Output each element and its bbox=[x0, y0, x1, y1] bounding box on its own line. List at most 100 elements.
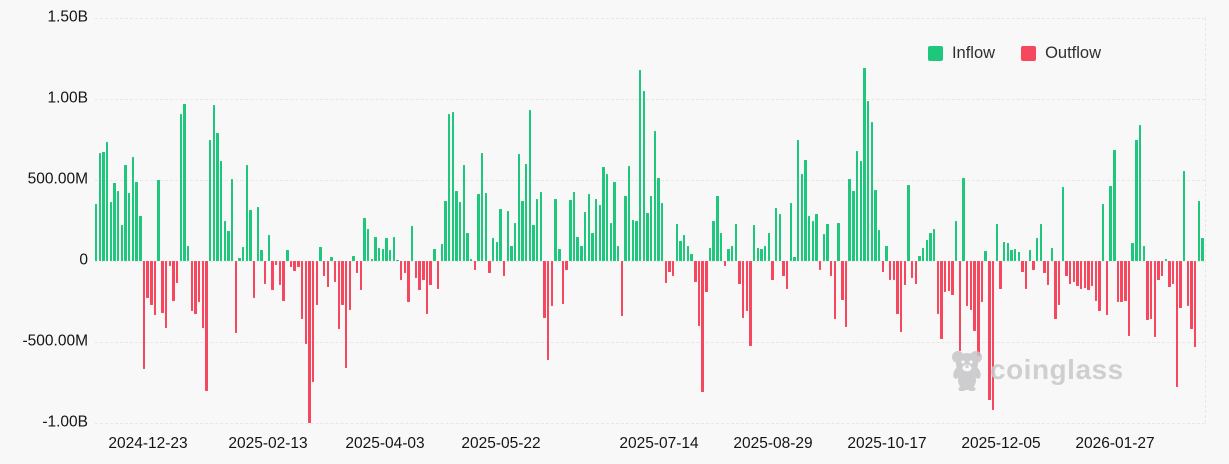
inflow-bar[interactable] bbox=[106, 141, 109, 261]
outflow-bar[interactable] bbox=[738, 261, 741, 284]
outflow-bar[interactable] bbox=[844, 261, 848, 328]
inflow-bar[interactable] bbox=[642, 90, 646, 261]
inflow-bar[interactable] bbox=[477, 193, 480, 261]
inflow-bar[interactable] bbox=[157, 180, 160, 261]
outflow-bar[interactable] bbox=[749, 261, 752, 347]
outflow-bar[interactable] bbox=[892, 261, 895, 280]
outflow-bar[interactable] bbox=[1157, 261, 1160, 281]
inflow-bar[interactable] bbox=[1109, 185, 1112, 261]
inflow-bar[interactable] bbox=[1035, 237, 1039, 261]
inflow-bar[interactable] bbox=[245, 165, 249, 261]
outflow-bar[interactable] bbox=[146, 261, 149, 299]
inflow-bar[interactable] bbox=[124, 164, 127, 261]
inflow-bar[interactable] bbox=[734, 223, 737, 261]
outflow-bar[interactable] bbox=[940, 261, 943, 339]
outflow-bar[interactable] bbox=[1116, 261, 1120, 302]
inflow-bar[interactable] bbox=[763, 246, 767, 261]
outflow-bar[interactable] bbox=[1149, 261, 1153, 319]
outflow-bar[interactable] bbox=[282, 261, 285, 301]
inflow-bar[interactable] bbox=[609, 222, 612, 261]
outflow-bar[interactable] bbox=[999, 261, 1002, 290]
inflow-bar[interactable] bbox=[925, 239, 929, 261]
outflow-bar[interactable] bbox=[1190, 261, 1193, 330]
outflow-bar[interactable] bbox=[899, 261, 903, 333]
inflow-bar[interactable] bbox=[730, 245, 734, 261]
inflow-bar[interactable] bbox=[260, 250, 263, 261]
inflow-bar[interactable] bbox=[521, 201, 524, 261]
inflow-bar[interactable] bbox=[653, 130, 657, 261]
outflow-bar[interactable] bbox=[333, 261, 337, 283]
inflow-bar[interactable] bbox=[1138, 124, 1142, 261]
inflow-bar[interactable] bbox=[1061, 187, 1065, 261]
inflow-bar[interactable] bbox=[675, 223, 679, 261]
inflow-bar[interactable] bbox=[1028, 250, 1031, 261]
outflow-bar[interactable] bbox=[150, 261, 153, 305]
inflow-bar[interactable] bbox=[583, 212, 587, 261]
outflow-bar[interactable] bbox=[561, 261, 565, 304]
outflow-bar[interactable] bbox=[168, 261, 171, 266]
outflow-bar[interactable] bbox=[271, 261, 274, 291]
outflow-bar[interactable] bbox=[1127, 261, 1131, 337]
inflow-bar[interactable] bbox=[411, 226, 414, 261]
outflow-bar[interactable] bbox=[1153, 261, 1156, 338]
outflow-bar[interactable] bbox=[201, 261, 204, 329]
inflow-bar[interactable] bbox=[208, 140, 212, 261]
inflow-bar[interactable] bbox=[708, 248, 712, 261]
inflow-bar[interactable] bbox=[569, 200, 572, 261]
inflow-bar[interactable] bbox=[907, 184, 910, 261]
inflow-bar[interactable] bbox=[186, 245, 190, 261]
outflow-bar[interactable] bbox=[311, 261, 315, 382]
outflow-bar[interactable] bbox=[881, 261, 884, 273]
inflow-bar[interactable] bbox=[466, 232, 469, 261]
legend-item-inflow[interactable]: Inflow bbox=[927, 44, 995, 63]
inflow-bar[interactable] bbox=[469, 259, 473, 261]
inflow-bar[interactable] bbox=[719, 233, 723, 261]
inflow-bar[interactable] bbox=[1182, 171, 1186, 261]
inflow-bar[interactable] bbox=[433, 248, 436, 261]
inflow-bar[interactable] bbox=[528, 110, 532, 261]
inflow-bar[interactable] bbox=[330, 256, 333, 261]
outflow-bar[interactable] bbox=[1179, 261, 1182, 308]
inflow-bar[interactable] bbox=[227, 231, 230, 261]
outflow-bar[interactable] bbox=[407, 261, 410, 302]
outflow-bar[interactable] bbox=[668, 261, 671, 272]
inflow-bar[interactable] bbox=[627, 166, 631, 261]
inflow-bar[interactable] bbox=[602, 167, 605, 261]
outflow-bar[interactable] bbox=[403, 261, 407, 274]
inflow-bar[interactable] bbox=[727, 248, 730, 261]
outflow-bar[interactable] bbox=[341, 261, 344, 305]
inflow-bar[interactable] bbox=[558, 248, 561, 261]
inflow-bar[interactable] bbox=[109, 201, 113, 261]
outflow-bar[interactable] bbox=[723, 261, 726, 266]
outflow-bar[interactable] bbox=[488, 261, 491, 274]
inflow-bar[interactable] bbox=[657, 178, 660, 261]
outflow-bar[interactable] bbox=[1186, 261, 1189, 307]
inflow-bar[interactable] bbox=[822, 234, 826, 261]
inflow-bar[interactable] bbox=[1197, 201, 1201, 261]
inflow-bar[interactable] bbox=[440, 243, 443, 261]
inflow-bar[interactable] bbox=[392, 236, 396, 261]
inflow-bar[interactable] bbox=[686, 246, 690, 261]
outflow-bar[interactable] bbox=[966, 261, 969, 307]
inflow-bar[interactable] bbox=[605, 174, 609, 261]
outflow-bar[interactable] bbox=[308, 261, 311, 423]
inflow-bar[interactable] bbox=[874, 189, 877, 261]
inflow-bar[interactable] bbox=[95, 204, 98, 261]
outflow-bar[interactable] bbox=[190, 261, 193, 312]
inflow-bar[interactable] bbox=[1135, 139, 1138, 261]
outflow-bar[interactable] bbox=[565, 261, 568, 270]
inflow-bar[interactable] bbox=[506, 210, 510, 261]
inflow-bar[interactable] bbox=[613, 181, 616, 261]
outflow-bar[interactable] bbox=[550, 261, 554, 306]
inflow-bar[interactable] bbox=[767, 233, 770, 261]
inflow-bar[interactable] bbox=[455, 191, 458, 261]
outflow-bar[interactable] bbox=[164, 261, 168, 329]
outflow-bar[interactable] bbox=[197, 261, 201, 302]
outflow-bar[interactable] bbox=[289, 261, 293, 267]
inflow-bar[interactable] bbox=[514, 222, 517, 261]
inflow-bar[interactable] bbox=[598, 205, 601, 261]
outflow-bar[interactable] bbox=[980, 261, 984, 302]
outflow-bar[interactable] bbox=[326, 261, 329, 287]
inflow-bar[interactable] bbox=[797, 140, 800, 261]
outflow-bar[interactable] bbox=[977, 261, 980, 356]
